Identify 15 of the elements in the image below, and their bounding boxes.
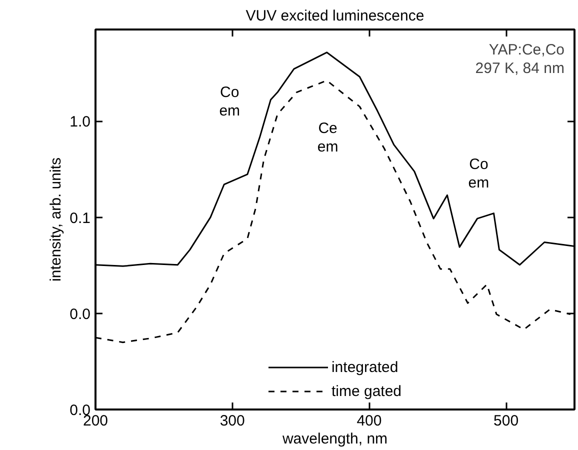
annotation: Ce em <box>317 120 338 156</box>
y-tick-label: 0.0 <box>70 306 91 323</box>
annotation: Co em <box>219 84 240 120</box>
legend-label: time gated <box>331 382 402 400</box>
x-tick-label: 300 <box>220 412 245 430</box>
legend-label: integrated <box>331 358 398 376</box>
x-tick-label: 500 <box>494 412 519 430</box>
annotation: YAP:Ce,Co 297 K, 84 nm <box>475 42 565 78</box>
x-axis-title: wavelength, nm <box>281 430 388 448</box>
y-axis-title: intensity, arb. units <box>48 158 65 282</box>
x-tick-label: 400 <box>356 412 382 430</box>
y-tick-label: 0.1 <box>70 210 91 227</box>
y-tick-label: 1.0 <box>70 114 91 131</box>
annotation: Co em <box>468 156 490 192</box>
chart-title: VUV excited luminescence <box>246 8 424 24</box>
